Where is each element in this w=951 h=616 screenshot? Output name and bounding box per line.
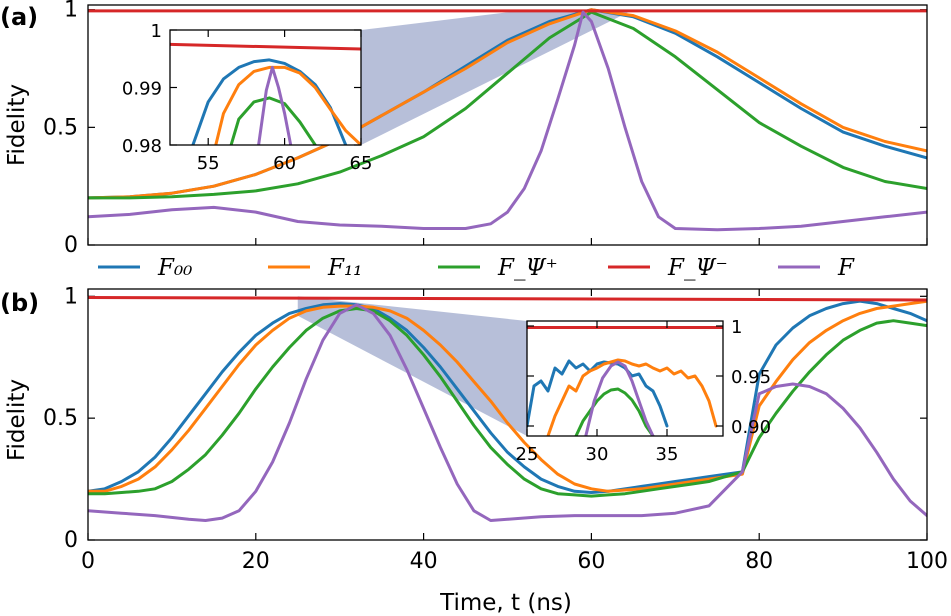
panel-a-series (88, 8, 927, 232)
panel-a-series-F11 (88, 8, 927, 200)
panel-b-inset-xtick-label: 25 (516, 444, 539, 465)
panel-a: (a) Fidelity 0 0.5 1 55 60 65 1 0.99 0.98 (0, 0, 928, 258)
panel-b-inset-series (527, 326, 723, 436)
panel-b-frame (87, 288, 928, 541)
panel-a-inset-xticks: 55 60 65 (197, 30, 373, 174)
panel-b-series-F00 (88, 299, 927, 494)
legend-label-FPsiMinus: F_Ψ⁻ (667, 255, 728, 281)
panel-a-ytick-label: 1 (64, 0, 78, 23)
panel-a-inset-ytick-label: 1 (151, 21, 162, 42)
panel-a-inset-xtick-label: 60 (273, 153, 296, 174)
panel-b-series-FPsiPlus (88, 307, 927, 498)
panel-a-inset-ytick-label: 0.99 (122, 79, 162, 100)
panel-b-xtick-label: 100 (906, 549, 948, 574)
panel-b-xticks: 0 20 40 60 80 100 (81, 289, 948, 574)
legend-label-F11: F₁₁ (327, 255, 362, 281)
legend-label-F: F (837, 255, 855, 281)
panel-b-series-F (88, 303, 927, 522)
panel-b-inset: 25 30 35 1 0.95 0.90 (516, 317, 772, 465)
panel-a-series-FPsiPlus (88, 10, 927, 200)
panel-a-ylabel: Fidelity (4, 84, 30, 166)
panel-b-ytick-label: 0.5 (43, 406, 78, 431)
panel-b-ytick-label: 0 (64, 528, 78, 553)
panel-a-inset-series-FPsiMinus (170, 42, 361, 51)
legend-label-FPsiPlus: F_Ψ⁺ (497, 255, 558, 281)
panel-a-series-F (88, 10, 927, 232)
x-axis-label: Time, t (ns) (439, 590, 572, 616)
panel-b-xtick-label: 80 (745, 549, 773, 574)
legend-label-F00: F₀₀ (157, 255, 192, 281)
panel-b-inset-ytick-label: 0.90 (731, 417, 771, 438)
panel-b-inset-xtick-label: 30 (586, 444, 609, 465)
panel-b-xtick-label: 60 (577, 549, 605, 574)
panel-b-series-FPsiMinus (88, 296, 927, 302)
panel-b-series (88, 296, 927, 522)
legend: F₀₀ F₁₁ F_Ψ⁺ F_Ψ⁻ F (98, 255, 855, 281)
panel-a-inset-xtick-label: 55 (197, 153, 220, 174)
panel-b-inset-series-F (584, 360, 655, 436)
panel-b-inset-ytick-label: 1 (731, 317, 742, 338)
panel-b-ytick-label: 1 (64, 284, 78, 309)
panel-b-xtick-label: 20 (242, 549, 270, 574)
panel-b-inset-series-F11 (546, 358, 718, 436)
panel-b-inset-xticks: 25 30 35 (516, 321, 679, 465)
panel-b-inset-bg (527, 321, 723, 436)
panel-b-inset-frame (526, 320, 724, 437)
panel-a-inset-series-F (257, 65, 293, 145)
panel-b-series-F11 (88, 299, 927, 493)
panel-b-ylabel: Fidelity (4, 379, 30, 461)
panel-a-zoom-wedge (361, 9, 634, 145)
panel-b-inset-series-F00 (527, 359, 669, 428)
panel-a-inset-xtick-label: 65 (350, 153, 373, 174)
panel-b-label: (b) (0, 289, 39, 317)
panel-a-inset-series (170, 42, 361, 145)
panel-a-ytick-label: 0.5 (43, 115, 78, 140)
panel-b-inset-yticks: 1 0.95 0.90 (527, 317, 771, 438)
panel-b-inset-xtick-label: 35 (656, 444, 679, 465)
panel-a-label: (a) (0, 3, 38, 31)
panel-b: (b) Fidelity 0 0.5 1 0 20 40 60 80 100 25 30 35 1… (0, 284, 948, 616)
panel-b-inset-series-FPsiPlus (574, 387, 655, 436)
panel-a-inset-series-FPsiPlus (229, 96, 317, 145)
panel-a-ytick-label: 0 (64, 233, 78, 258)
panel-a-inset-series-F11 (214, 65, 361, 145)
panel-b-zoom-wedge (297, 296, 527, 436)
panel-b-inset-ytick-label: 0.95 (731, 367, 771, 388)
panel-a-inset-yticks: 1 0.99 0.98 (122, 21, 361, 157)
panel-a-inset-ytick-label: 0.98 (122, 136, 162, 157)
panel-a-inset: 55 60 65 1 0.99 0.98 (122, 21, 373, 174)
panel-b-xtick-label: 0 (81, 549, 95, 574)
panel-b-xtick-label: 40 (410, 549, 438, 574)
panel-a-frame (87, 4, 928, 246)
